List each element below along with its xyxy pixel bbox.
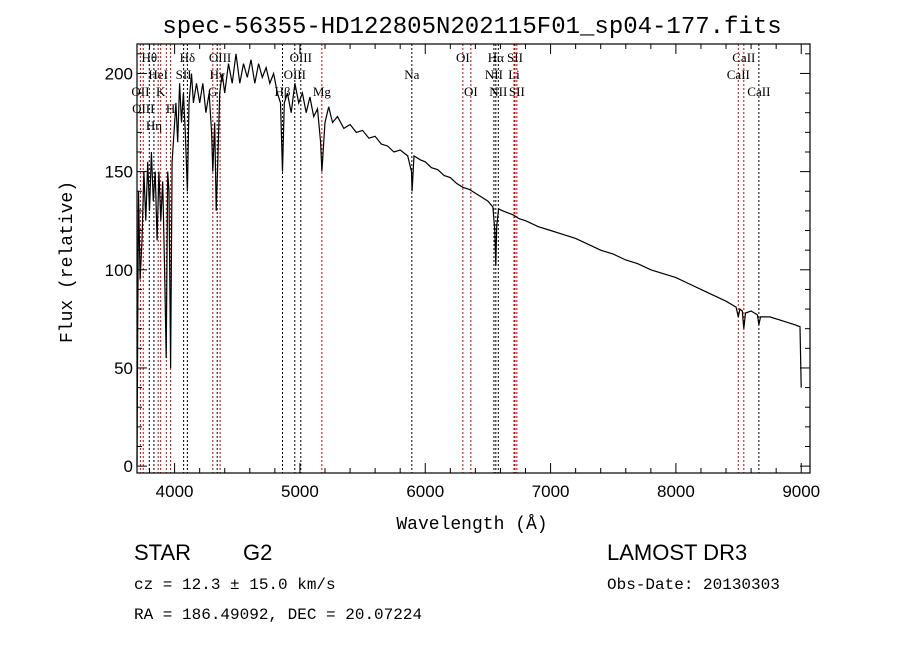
spectral-line-label: Hθ xyxy=(141,50,157,65)
spectral-line-label: NII xyxy=(485,67,503,82)
line-markers xyxy=(139,44,760,473)
obs-date: Obs-Date: 20130303 xyxy=(607,576,780,594)
spectral-line-label: H xyxy=(166,101,175,116)
spectral-line-label: OIII xyxy=(290,50,312,65)
spectral-line-label: Na xyxy=(404,67,419,82)
axis-ticks: 4000 5000 6000 7000 8000 9000 0 50 100 150 200 xyxy=(105,44,820,501)
spectral-line-label: OII xyxy=(131,84,149,99)
spectral-line-label: SII xyxy=(507,50,523,65)
x-tick-label: 9000 xyxy=(782,482,820,501)
spectral-line-label: CaII xyxy=(747,84,770,99)
spectral-line-label: HeI xyxy=(148,67,168,82)
survey-name: LAMOST DR3 xyxy=(607,540,747,565)
spectral-line-label: OI xyxy=(464,84,478,99)
y-tick-label: 200 xyxy=(105,64,133,83)
subclass: G2 xyxy=(243,540,272,565)
y-tick-label: 150 xyxy=(105,163,133,182)
spectral-line-label: SII xyxy=(176,67,192,82)
x-tick-label: 5000 xyxy=(281,482,319,501)
coordinates: RA = 186.49092, DEC = 20.07224 xyxy=(134,606,422,624)
spectral-line-label: CaII xyxy=(732,50,755,65)
spectral-line-label: Li xyxy=(508,67,520,82)
chart-title: spec-56355-HD122805N202115F01_sp04-177.f… xyxy=(162,14,781,41)
y-tick-label: 100 xyxy=(105,261,133,280)
spectral-line-label: Hη xyxy=(146,118,162,133)
x-axis-label: Wavelength (Å) xyxy=(396,514,547,535)
spectral-line-label: Hγ xyxy=(210,67,225,82)
spectral-line-label: Hα xyxy=(488,50,504,65)
spectral-line-label: K xyxy=(156,84,166,99)
x-tick-label: 8000 xyxy=(657,482,695,501)
spectral-line-label: NII xyxy=(489,84,507,99)
spectral-line-label: CaII xyxy=(727,67,750,82)
spectral-line-label: OIII xyxy=(284,67,306,82)
y-axis-label: Flux (relative) xyxy=(58,181,78,343)
spectral-line-label: G xyxy=(208,84,217,99)
spectral-line-label: SII xyxy=(509,84,525,99)
line-marker-labels: OII OIII Hθ Hη HeI KH SII Hδ G Hγ OIII Hβ OIII OIII Mg… xyxy=(131,50,770,133)
x-tick-label: 7000 xyxy=(532,482,570,501)
spectral-line-label: Hβ xyxy=(274,84,290,99)
spectrum-line xyxy=(136,53,802,467)
spectral-line-label: Mg xyxy=(313,84,332,99)
y-tick-label: 0 xyxy=(124,457,133,476)
spectral-line-label: OIII xyxy=(132,101,154,116)
redshift-info: cz = 12.3 ± 15.0 km/s xyxy=(134,576,336,594)
x-tick-label: 4000 xyxy=(156,482,194,501)
spectral-line-label: Hδ xyxy=(180,50,196,65)
spectral-line-label: OIII xyxy=(209,50,231,65)
spectral-line-label: OI xyxy=(456,50,470,65)
y-tick-label: 50 xyxy=(114,359,133,378)
plot-frame xyxy=(136,43,811,474)
x-tick-label: 6000 xyxy=(406,482,444,501)
object-class: STAR xyxy=(134,540,191,565)
